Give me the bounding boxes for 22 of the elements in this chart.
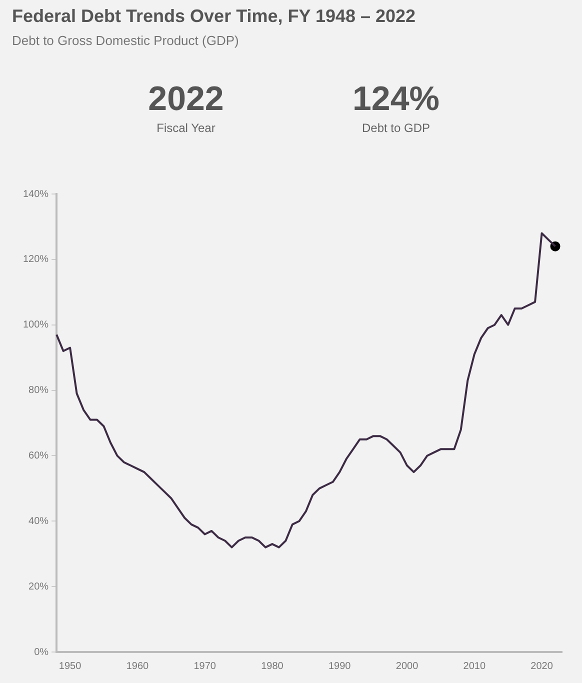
y-tick-label: 40% <box>28 516 49 527</box>
text: Debt to GDP <box>360 121 432 135</box>
chart-title: Federal Debt Trends Over Time, FY 1948 – 2022 <box>12 6 416 27</box>
y-tick-label: 80% <box>28 385 49 396</box>
y-tick-label: 100% <box>23 320 49 331</box>
x-tick-label: 2020 <box>530 660 554 672</box>
x-tick-label: 1950 <box>58 660 82 672</box>
text: Fiscal Year <box>156 121 216 135</box>
y-tick-label: 20% <box>28 581 49 592</box>
y-tick-label: 0% <box>34 646 49 658</box>
text: 2022 <box>147 80 225 119</box>
chart-subtitle: Debt to Gross Domestic Product (GDP) <box>12 33 239 48</box>
x-tick-label: 2000 <box>396 660 419 672</box>
x-tick-label: 2010 <box>463 660 486 672</box>
x-tick-label: 1960 <box>126 660 150 672</box>
text: 124% <box>352 80 440 119</box>
y-tick-label: 120% <box>23 254 49 266</box>
x-tick-label: 1980 <box>261 660 284 672</box>
y-tick-label: 140% <box>23 188 49 200</box>
x-tick-label: 1970 <box>194 660 216 672</box>
y-tick-label: 60% <box>28 450 49 462</box>
x-tick-label: 1990 <box>328 660 352 672</box>
